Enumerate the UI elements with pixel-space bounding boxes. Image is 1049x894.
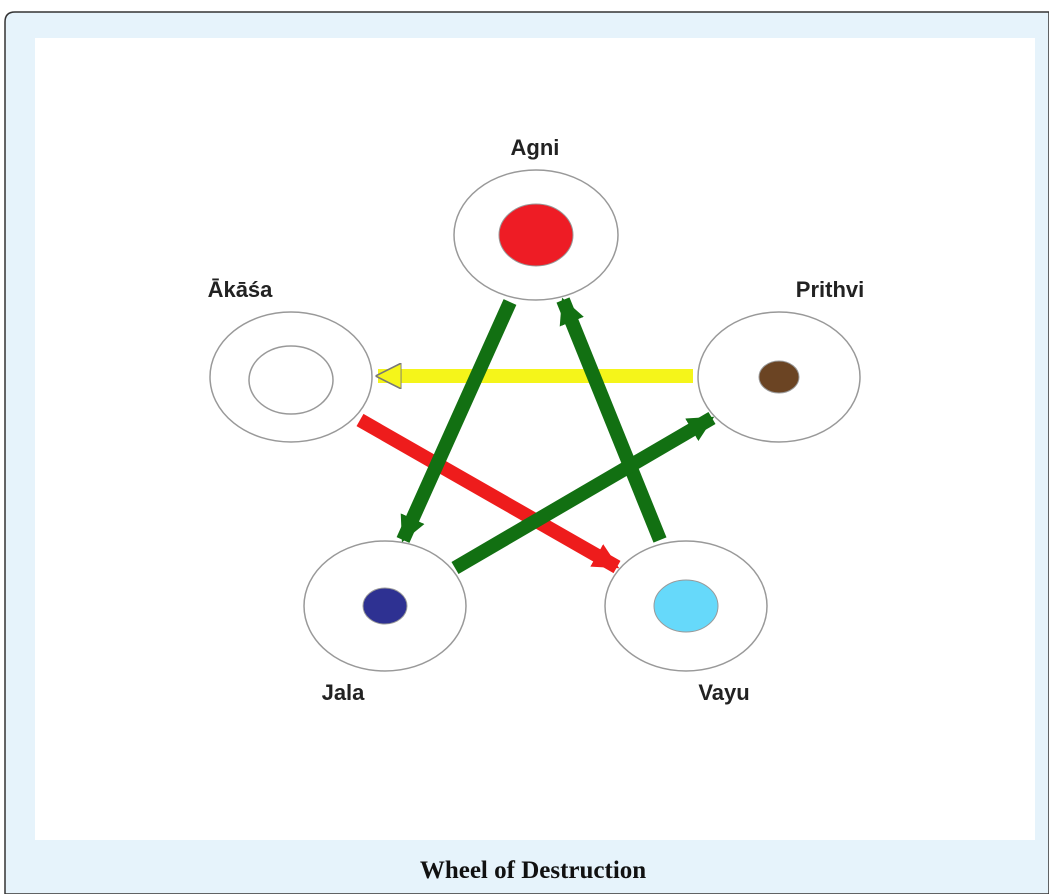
- jala-core: [362, 587, 408, 625]
- arrow-jala-prithvi: [451, 411, 716, 575]
- node-label: Prithvi: [796, 277, 864, 302]
- prithvi-core: [758, 360, 800, 394]
- node-label: Ākāśa: [208, 277, 274, 302]
- arrow-vayu-agni: [556, 297, 667, 543]
- vayu-core: [653, 579, 719, 633]
- akasa-core: [248, 345, 334, 415]
- agni-core: [498, 203, 574, 267]
- node-label: Jala: [322, 680, 366, 705]
- arrow-akasa-vayu: [356, 413, 621, 574]
- caption: Wheel of Destruction: [420, 857, 646, 884]
- node-label: Vayu: [698, 680, 749, 705]
- arrow-agni-jala: [396, 299, 517, 543]
- node-label: Agni: [511, 135, 560, 160]
